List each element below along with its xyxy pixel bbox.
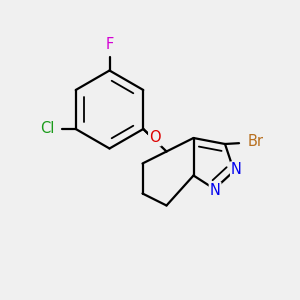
Text: Cl: Cl bbox=[40, 122, 54, 136]
Text: N: N bbox=[210, 183, 220, 198]
Text: F: F bbox=[105, 37, 114, 52]
Text: O: O bbox=[149, 130, 161, 145]
Text: N: N bbox=[231, 162, 242, 177]
Text: Br: Br bbox=[248, 134, 264, 149]
